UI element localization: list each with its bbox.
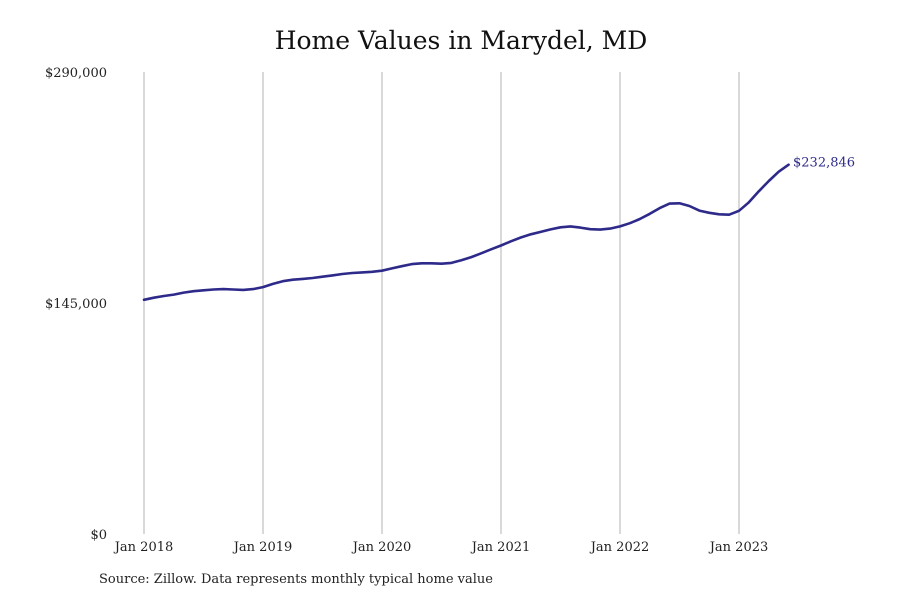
chart-title: Home Values in Marydel, MD [274, 26, 648, 55]
x-tick-label: Jan 2018 [113, 540, 174, 555]
y-tick-label: $290,000 [45, 66, 107, 81]
x-tick-label: Jan 2019 [232, 540, 293, 555]
data-labels: $232,846 [793, 156, 855, 171]
x-tick-label: Jan 2022 [589, 540, 650, 555]
y-tick-label: $0 [90, 528, 107, 543]
x-axis-tick-labels: Jan 2018 Jan 2019 Jan 2020 Jan 2021 Jan 2022… [113, 540, 769, 555]
x-tick-label: Jan 2023 [708, 540, 769, 555]
y-tick-label: $145,000 [45, 297, 107, 312]
series-layer [142, 163, 790, 302]
source-note: Source: Zillow. Data represents monthly … [99, 572, 493, 587]
y-axis-tick-labels: $0 $145,000 $290,000 [45, 66, 107, 543]
x-tick-label: Jan 2020 [351, 540, 412, 555]
x-tick-label: Jan 2021 [470, 540, 531, 555]
gridlines [143, 72, 740, 534]
series-line [142, 163, 790, 302]
end-value-label: $232,846 [793, 156, 855, 171]
